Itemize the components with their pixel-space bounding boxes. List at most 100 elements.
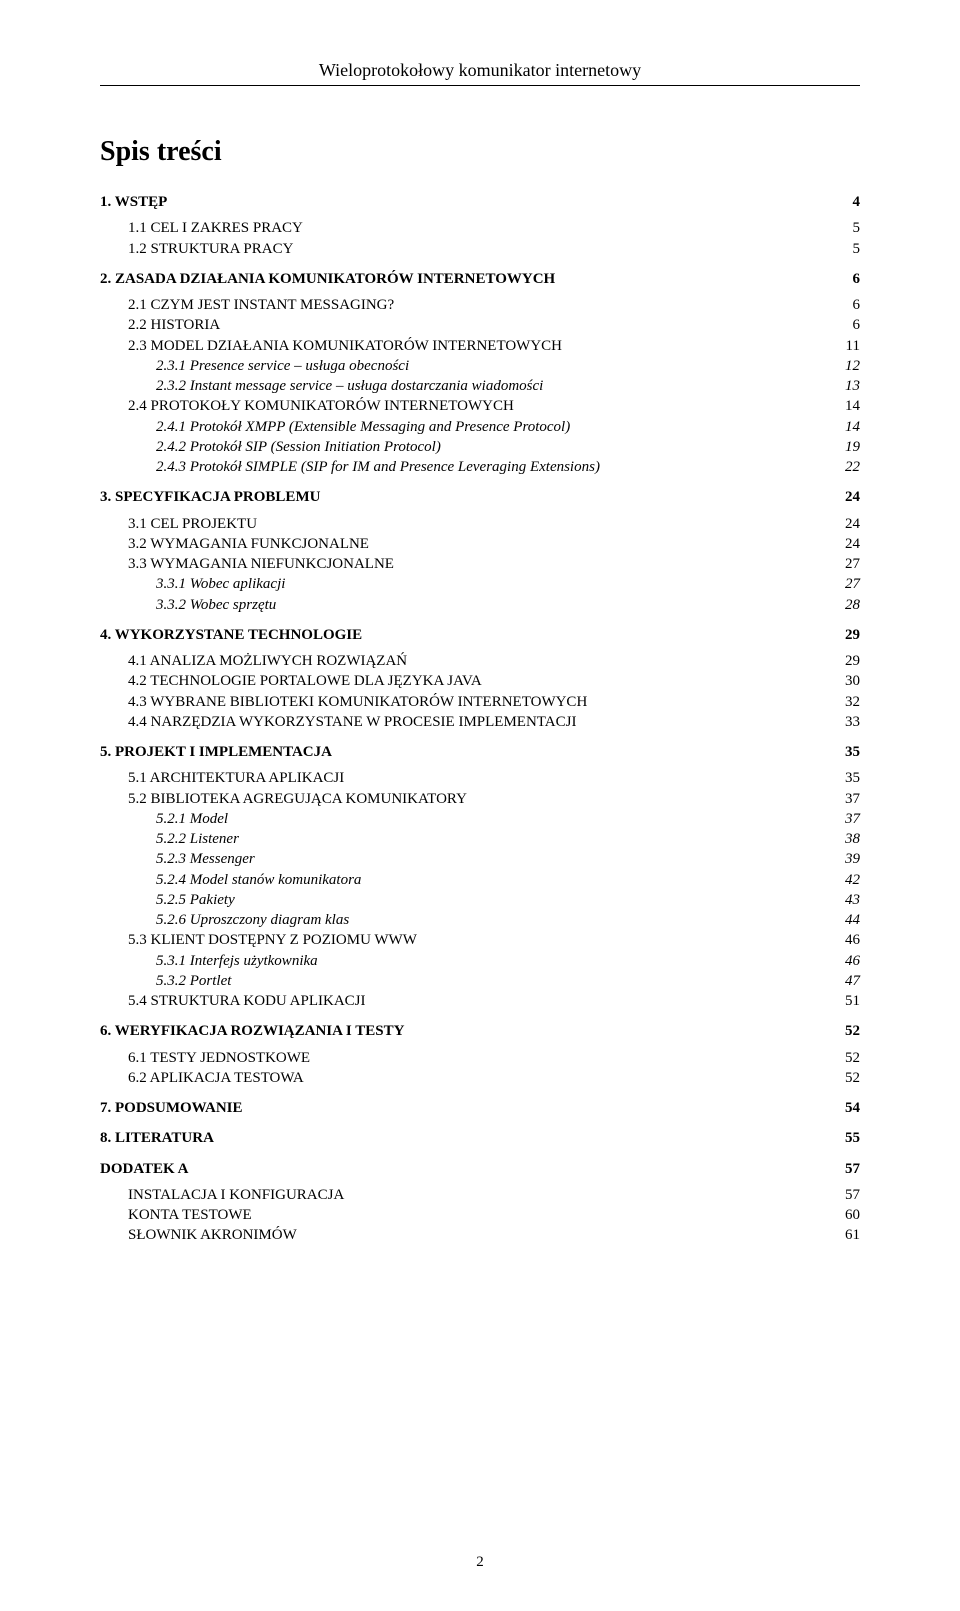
- toc-entry-label[interactable]: 2.3.1 Presence service – usługa obecnośc…: [156, 356, 409, 376]
- toc-entry-label[interactable]: 5.2.6 Uproszczony diagram klas: [156, 910, 349, 930]
- toc-entry-label[interactable]: 2.3 MODEL DZIAŁANIA KOMUNIKATORÓW INTERN…: [128, 336, 562, 356]
- toc-entry-page[interactable]: 52: [845, 1021, 860, 1041]
- toc-title: Spis treści: [100, 136, 860, 168]
- toc-entry-label[interactable]: 5.2 BIBLIOTEKA AGREGUJĄCA KOMUNIKATORY: [128, 789, 467, 809]
- toc-entry-page[interactable]: 5: [853, 218, 861, 238]
- toc-entry-label[interactable]: 7. PODSUMOWANIE: [100, 1098, 243, 1118]
- toc-entry-page[interactable]: 57: [845, 1185, 860, 1205]
- toc-entry-page[interactable]: 12: [845, 356, 860, 376]
- toc-entry-label[interactable]: 5.3 KLIENT DOSTĘPNY Z POZIOMU WWW: [128, 930, 417, 950]
- toc-entry-label[interactable]: 5.3.1 Interfejs użytkownika: [156, 951, 318, 971]
- toc-entry-page[interactable]: 47: [845, 971, 860, 991]
- toc-entry-page[interactable]: 14: [845, 396, 860, 416]
- toc-entry-label[interactable]: 3.2 WYMAGANIA FUNKCJONALNE: [128, 534, 369, 554]
- toc-entry-page[interactable]: 13: [845, 376, 860, 396]
- toc-entry-page[interactable]: 35: [845, 768, 860, 788]
- toc-entry-page[interactable]: 54: [845, 1098, 860, 1118]
- toc-entry-label[interactable]: 5.2.2 Listener: [156, 829, 239, 849]
- toc-entry-label[interactable]: 5.2.5 Pakiety: [156, 890, 235, 910]
- toc-entry: 5. PROJEKT I IMPLEMENTACJA 35: [100, 742, 860, 762]
- toc-entry-label[interactable]: 2.4.3 Protokół SIMPLE (SIP for IM and Pr…: [156, 457, 600, 477]
- toc-entry-label[interactable]: 5. PROJEKT I IMPLEMENTACJA: [100, 742, 332, 762]
- toc-entry-label[interactable]: 2.1 CZYM JEST INSTANT MESSAGING?: [128, 295, 394, 315]
- toc-entry-label[interactable]: KONTA TESTOWE: [128, 1205, 252, 1225]
- toc-entry-page[interactable]: 44: [845, 910, 860, 930]
- page-number: 2: [0, 1554, 960, 1571]
- toc-entry-page[interactable]: 51: [845, 991, 860, 1011]
- toc-entry-page[interactable]: 42: [845, 870, 860, 890]
- toc-entry-page[interactable]: 6: [853, 315, 861, 335]
- toc-entry-label[interactable]: 3.3.1 Wobec aplikacji: [156, 574, 285, 594]
- toc-entry-page[interactable]: 11: [846, 336, 860, 356]
- toc-entry: 2.2 HISTORIA 6: [100, 315, 860, 335]
- toc-entry-page[interactable]: 22: [845, 457, 860, 477]
- toc-entry-label[interactable]: 1.1 CEL I ZAKRES PRACY: [128, 218, 303, 238]
- toc-entry-label[interactable]: 4.1 ANALIZA MOŻLIWYCH ROZWIĄZAŃ: [128, 651, 407, 671]
- toc-entry-label[interactable]: 2.4 PROTOKOŁY KOMUNIKATORÓW INTERNETOWYC…: [128, 396, 514, 416]
- toc-entry-page[interactable]: 28: [845, 595, 860, 615]
- toc-entry-label[interactable]: 6.1 TESTY JEDNOSTKOWE: [128, 1048, 310, 1068]
- toc-entry-label[interactable]: 5.2.4 Model stanów komunikatora: [156, 870, 361, 890]
- toc-entry-label[interactable]: INSTALACJA I KONFIGURACJA: [128, 1185, 344, 1205]
- toc-entry-label[interactable]: 2.4.1 Protokół XMPP (Extensible Messagin…: [156, 417, 570, 437]
- toc-entry-page[interactable]: 37: [845, 789, 860, 809]
- toc-entry-label[interactable]: 4. WYKORZYSTANE TECHNOLOGIE: [100, 625, 362, 645]
- toc-entry-page[interactable]: 37: [845, 809, 860, 829]
- toc-entry-label[interactable]: 3.1 CEL PROJEKTU: [128, 514, 257, 534]
- toc-entry-page[interactable]: 24: [845, 487, 860, 507]
- toc-entry-label[interactable]: 3. SPECYFIKACJA PROBLEMU: [100, 487, 320, 507]
- toc-entry-label[interactable]: 6.2 APLIKACJA TESTOWA: [128, 1068, 304, 1088]
- toc-entry-page[interactable]: 33: [845, 712, 860, 732]
- toc-entry-page[interactable]: 43: [845, 890, 860, 910]
- toc-entry-label[interactable]: 1.2 STRUKTURA PRACY: [128, 239, 293, 259]
- toc-entry-page[interactable]: 5: [853, 239, 861, 259]
- toc-entry-label[interactable]: 3.3 WYMAGANIA NIEFUNKCJONALNE: [128, 554, 394, 574]
- toc-entry-page[interactable]: 19: [845, 437, 860, 457]
- toc-entry-page[interactable]: 30: [845, 671, 860, 691]
- toc-entry-page[interactable]: 29: [845, 651, 860, 671]
- toc-entry-label[interactable]: 3.3.2 Wobec sprzętu: [156, 595, 276, 615]
- toc-entry: 5.3 KLIENT DOSTĘPNY Z POZIOMU WWW 46: [100, 930, 860, 950]
- toc-entry-label[interactable]: 5.2.3 Messenger: [156, 849, 255, 869]
- toc-entry-label[interactable]: 1. WSTĘP: [100, 192, 167, 212]
- toc-entry-label[interactable]: 4.2 TECHNOLOGIE PORTALOWE DLA JĘZYKA JAV…: [128, 671, 482, 691]
- toc-entry-page[interactable]: 32: [845, 692, 860, 712]
- toc-entry-page[interactable]: 29: [845, 625, 860, 645]
- toc-entry-label[interactable]: 2.2 HISTORIA: [128, 315, 220, 335]
- toc-entry: 4.3 WYBRANE BIBLIOTEKI KOMUNIKATORÓW INT…: [100, 692, 860, 712]
- toc-entry: 2.3.1 Presence service – usługa obecnośc…: [100, 356, 860, 376]
- toc-entry-label[interactable]: 2.3.2 Instant message service – usługa d…: [156, 376, 543, 396]
- toc-entry-page[interactable]: 24: [845, 534, 860, 554]
- toc-entry-label[interactable]: 5.1 ARCHITEKTURA APLIKACJI: [128, 768, 344, 788]
- toc-entry-label[interactable]: 8. LITERATURA: [100, 1128, 214, 1148]
- toc-entry-label[interactable]: DODATEK A: [100, 1159, 188, 1179]
- toc-entry: 2.4.3 Protokół SIMPLE (SIP for IM and Pr…: [100, 457, 860, 477]
- toc-entry-page[interactable]: 52: [845, 1068, 860, 1088]
- toc-entry-label[interactable]: 4.3 WYBRANE BIBLIOTEKI KOMUNIKATORÓW INT…: [128, 692, 587, 712]
- toc-entry-page[interactable]: 46: [845, 930, 860, 950]
- toc-entry-page[interactable]: 27: [845, 554, 860, 574]
- toc-entry-label[interactable]: 6. WERYFIKACJA ROZWIĄZANIA I TESTY: [100, 1021, 404, 1041]
- toc-entry-page[interactable]: 6: [853, 295, 861, 315]
- toc-entry-page[interactable]: 27: [845, 574, 860, 594]
- toc-entry-page[interactable]: 61: [845, 1225, 860, 1245]
- toc-entry-page[interactable]: 57: [845, 1159, 860, 1179]
- toc-entry-label[interactable]: 5.3.2 Portlet: [156, 971, 231, 991]
- toc-entry-label[interactable]: 5.2.1 Model: [156, 809, 228, 829]
- toc-entry-page[interactable]: 6: [853, 269, 861, 289]
- toc-entry-label[interactable]: 4.4 NARZĘDZIA WYKORZYSTANE W PROCESIE IM…: [128, 712, 576, 732]
- toc-entry-page[interactable]: 35: [845, 742, 860, 762]
- toc-entry-page[interactable]: 52: [845, 1048, 860, 1068]
- toc-entry-page[interactable]: 46: [845, 951, 860, 971]
- toc-entry-page[interactable]: 55: [845, 1128, 860, 1148]
- toc-entry-label[interactable]: 5.4 STRUKTURA KODU APLIKACJI: [128, 991, 366, 1011]
- toc-entry-page[interactable]: 60: [845, 1205, 860, 1225]
- toc-entry-page[interactable]: 4: [853, 192, 861, 212]
- toc-entry-page[interactable]: 24: [845, 514, 860, 534]
- toc-entry-page[interactable]: 14: [845, 417, 860, 437]
- toc-entry-page[interactable]: 38: [845, 829, 860, 849]
- toc-entry-label[interactable]: 2. ZASADA DZIAŁANIA KOMUNIKATORÓW INTERN…: [100, 269, 555, 289]
- toc-entry-page[interactable]: 39: [845, 849, 860, 869]
- toc-entry-label[interactable]: SŁOWNIK AKRONIMÓW: [128, 1225, 297, 1245]
- toc-entry-label[interactable]: 2.4.2 Protokół SIP (Session Initiation P…: [156, 437, 441, 457]
